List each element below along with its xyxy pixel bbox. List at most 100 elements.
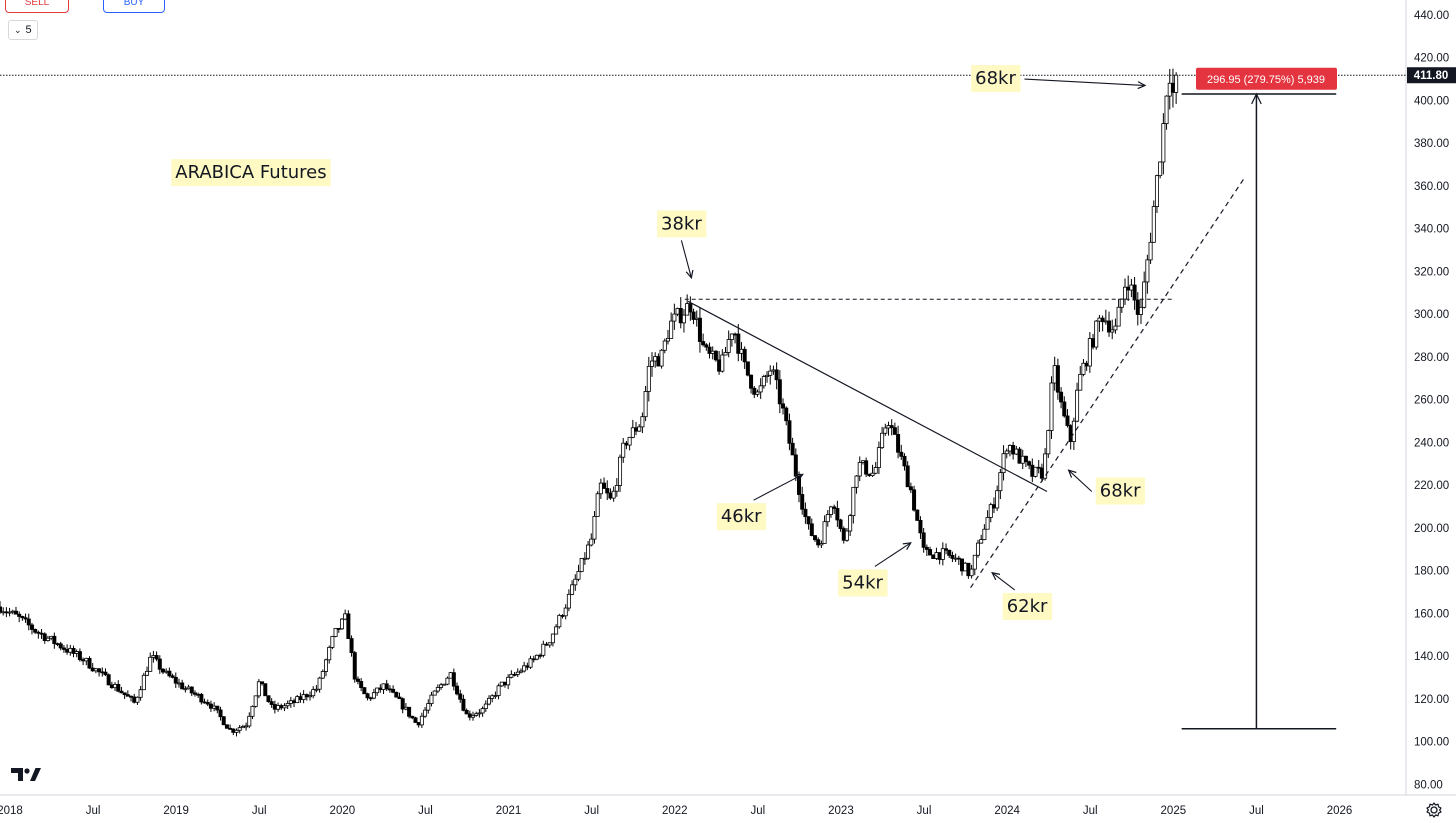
- candle: [800, 494, 805, 510]
- candle: [106, 674, 111, 686]
- candle: [471, 715, 476, 718]
- candle: [646, 365, 651, 392]
- candle: [685, 303, 690, 316]
- candle: [637, 426, 642, 432]
- candle: [848, 515, 853, 532]
- candle: [1007, 445, 1012, 452]
- time-tick-label: 2022: [662, 805, 688, 817]
- time-tick-label: 2018: [0, 805, 23, 817]
- annotation-arrow-head: [991, 571, 1001, 581]
- annotation-arrow-line: [874, 542, 912, 567]
- candle: [413, 717, 418, 723]
- price-tick-label: 160.00: [1414, 608, 1449, 620]
- candle: [1049, 382, 1054, 431]
- candle: [544, 643, 549, 646]
- candle: [486, 697, 491, 705]
- candle: [966, 562, 971, 577]
- price-tick-label: 300.00: [1414, 309, 1449, 321]
- candle: [912, 489, 917, 511]
- candle: [224, 724, 229, 729]
- candle: [400, 698, 405, 710]
- candle: [602, 482, 607, 489]
- candle: [1023, 455, 1028, 463]
- candle: [90, 667, 95, 672]
- candle: [1071, 420, 1076, 442]
- candle: [202, 701, 207, 704]
- price-tick-label: 100.00: [1414, 737, 1449, 749]
- settings-gear-icon[interactable]: [1424, 800, 1444, 820]
- candle: [988, 504, 993, 518]
- candle: [979, 539, 984, 544]
- candle: [563, 607, 568, 617]
- candle: [145, 670, 150, 676]
- candle: [883, 427, 888, 434]
- candle: [1039, 467, 1044, 479]
- candle: [691, 311, 696, 320]
- candle: [1062, 401, 1067, 417]
- candle: [857, 462, 862, 477]
- measure-label: 296.95 (279.75%) 5,939: [1207, 74, 1325, 86]
- candle: [819, 543, 824, 546]
- sell-button[interactable]: SELL: [5, 0, 69, 13]
- candle: [359, 681, 364, 689]
- candle: [1154, 175, 1159, 207]
- candle: [113, 683, 118, 689]
- candle: [84, 657, 89, 662]
- candle: [180, 682, 185, 690]
- candle: [502, 681, 507, 686]
- candle: [394, 691, 399, 698]
- candle: [707, 346, 712, 354]
- candle: [726, 339, 731, 353]
- annotation-arrow-line: [753, 473, 803, 501]
- buy-button[interactable]: BUY: [103, 0, 165, 13]
- candle: [832, 506, 837, 509]
- annotation-arrow-head: [1137, 81, 1147, 90]
- candle: [678, 308, 683, 324]
- candle: [129, 695, 134, 698]
- candle: [439, 684, 444, 688]
- candle: [58, 643, 63, 649]
- candle: [758, 385, 763, 393]
- candle: [464, 709, 469, 715]
- candle: [45, 637, 50, 641]
- candle: [148, 656, 153, 672]
- candle: [1126, 286, 1131, 291]
- candle: [793, 454, 798, 477]
- candle: [844, 530, 849, 541]
- candle: [384, 683, 389, 690]
- candle: [362, 687, 367, 695]
- candle: [426, 703, 431, 711]
- candle: [729, 333, 734, 340]
- candle: [432, 690, 437, 696]
- candle: [416, 722, 421, 726]
- candle: [963, 562, 968, 572]
- candle: [525, 665, 530, 668]
- candle: [215, 705, 220, 711]
- candle: [301, 694, 306, 700]
- candle: [934, 552, 939, 559]
- candle: [292, 700, 297, 704]
- candle: [1151, 206, 1156, 243]
- interval-selector[interactable]: ⌄ 5: [8, 20, 38, 40]
- candle: [905, 465, 910, 488]
- candle: [285, 703, 290, 707]
- candle: [1011, 445, 1016, 455]
- candle: [480, 708, 485, 714]
- candle: [71, 647, 76, 654]
- candle: [761, 376, 766, 387]
- candle: [97, 668, 102, 673]
- candle: [247, 715, 252, 727]
- candle: [1116, 306, 1121, 327]
- candle: [39, 632, 44, 635]
- candle: [375, 687, 380, 694]
- time-tick-label: 2019: [163, 805, 189, 817]
- candle: [125, 694, 130, 697]
- candle: [477, 712, 482, 715]
- candle: [618, 456, 623, 486]
- candle: [455, 685, 460, 695]
- price-tick-label: 220.00: [1414, 480, 1449, 492]
- candle: [189, 686, 194, 694]
- candle: [308, 695, 313, 698]
- candle: [1123, 286, 1128, 300]
